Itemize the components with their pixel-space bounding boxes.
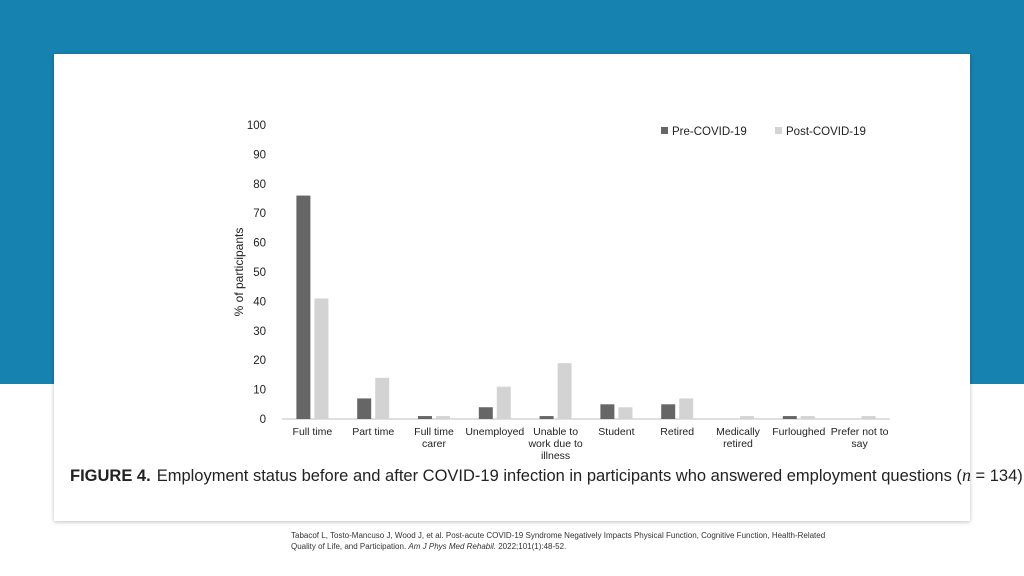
legend-swatch: [661, 127, 668, 134]
caption-n-symbol: n: [961, 465, 971, 485]
legend-swatch: [775, 127, 782, 134]
bar-pre: [539, 416, 554, 419]
y-tick-label: 0: [260, 414, 266, 426]
bar-post: [436, 416, 450, 419]
figure-label: FIGURE 4.: [70, 467, 151, 485]
citation-journal: Am J Phys Med Rehabil.: [408, 542, 496, 551]
bar-post: [800, 416, 815, 419]
legend-label: Post-COVID-19: [786, 126, 866, 138]
bar-post: [740, 416, 754, 419]
bar-pre: [357, 398, 372, 419]
bar-pre: [782, 416, 797, 419]
citation-text: Tabacof L, Tosto-Mancuso J, Wood J, et a…: [291, 531, 826, 551]
caption-text: Employment status before and after COVID…: [156, 467, 962, 485]
bar-post: [496, 386, 511, 419]
y-tick-label: 60: [253, 238, 266, 250]
y-tick-label: 80: [253, 179, 266, 191]
x-tick-label: Student: [598, 426, 634, 438]
bar-pre: [418, 416, 432, 419]
bar-post: [314, 298, 329, 419]
y-tick-label: 90: [253, 149, 266, 161]
bar-chart: % of participants 0 10 20 30 40 50 60 70 80 90 100 F…: [232, 120, 890, 462]
legend-label: Pre-COVID-19: [672, 126, 747, 138]
x-tick-label: Full time: [293, 426, 333, 438]
bar-post: [861, 416, 876, 419]
y-tick-label: 40: [253, 296, 266, 308]
bar-pre: [296, 195, 311, 419]
y-tick-label: 20: [253, 355, 266, 367]
x-tick-label: Retired: [660, 426, 694, 438]
slide-card: % of participants 0 10 20 30 40 50 60 70 80 90 100 F…: [54, 54, 1024, 521]
x-tick-label: Prefer not to say: [831, 426, 889, 450]
x-tick-label: Furloughed: [772, 426, 825, 438]
y-tick-label: 30: [253, 326, 266, 338]
caption-n-value: = 134).: [970, 467, 1024, 485]
y-tick-label: 50: [253, 267, 266, 279]
bar-pre: [478, 407, 493, 419]
bar-pre: [661, 404, 676, 419]
citation-details: 2022;101(1):48-52.: [496, 542, 567, 551]
x-tick-label: Unemployed: [465, 426, 524, 438]
bar-post: [375, 377, 390, 419]
bar-post: [618, 407, 633, 419]
x-tick-label: Full time carer: [414, 426, 454, 450]
citation: Tabacof L, Tosto-Mancuso J, Wood J, et a…: [291, 530, 851, 552]
bar-pre: [600, 404, 615, 419]
y-tick-label: 100: [247, 120, 266, 132]
y-tick-label: 70: [253, 208, 266, 220]
x-tick-label: Part time: [352, 426, 394, 438]
bar-post: [679, 398, 694, 419]
figure-caption: FIGURE 4. Employment status before and af…: [70, 465, 1024, 486]
y-tick-label: 10: [253, 385, 266, 397]
x-tick-label: Unable to work due to illness: [527, 426, 582, 462]
bar-post: [557, 363, 572, 419]
x-tick-label: Medically retired: [716, 426, 761, 450]
y-axis-label: % of participants: [232, 228, 246, 317]
